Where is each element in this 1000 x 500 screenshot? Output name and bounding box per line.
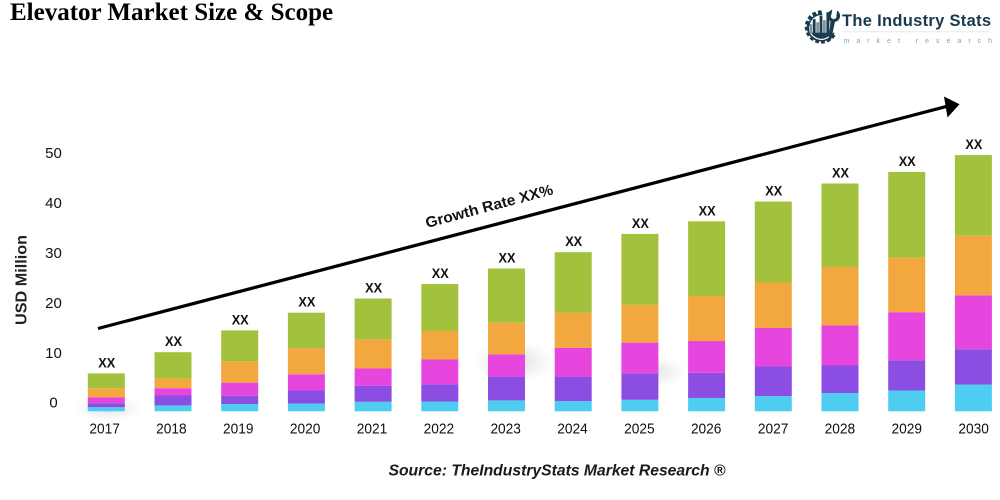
svg-text:XX: XX (699, 202, 717, 218)
svg-text:2019: 2019 (223, 421, 254, 438)
svg-text:Source: TheIndustryStats Marke: Source: TheIndustryStats Market Research… (389, 463, 726, 480)
svg-text:XX: XX (432, 265, 450, 281)
svg-text:50: 50 (45, 145, 62, 162)
svg-text:XX: XX (565, 233, 583, 249)
svg-text:USD Million: USD Million (14, 235, 31, 325)
svg-text:XX: XX (832, 165, 850, 181)
svg-text:2025: 2025 (624, 421, 655, 438)
svg-text:2022: 2022 (424, 421, 455, 438)
svg-text:XX: XX (365, 280, 383, 296)
svg-text:20: 20 (45, 295, 62, 312)
svg-text:10: 10 (45, 345, 62, 362)
svg-text:2030: 2030 (958, 421, 989, 438)
svg-text:2029: 2029 (892, 421, 923, 438)
svg-text:XX: XX (899, 153, 917, 169)
svg-text:XX: XX (165, 333, 183, 349)
svg-text:XX: XX (765, 183, 783, 199)
svg-text:Elevator Market Size & Scope: Elevator Market Size & Scope (10, 0, 333, 26)
svg-text:The Industry Stats: The Industry Stats (842, 12, 991, 30)
svg-text:XX: XX (98, 354, 116, 370)
svg-text:2027: 2027 (758, 421, 789, 438)
svg-text:2026: 2026 (691, 421, 722, 438)
svg-text:0: 0 (49, 395, 57, 412)
svg-text:2024: 2024 (557, 421, 588, 438)
svg-text:40: 40 (45, 195, 62, 212)
svg-text:2018: 2018 (156, 421, 187, 438)
svg-text:2023: 2023 (490, 421, 521, 438)
svg-text:2028: 2028 (825, 421, 856, 438)
svg-text:30: 30 (45, 245, 62, 262)
svg-text:XX: XX (232, 311, 250, 327)
svg-text:market research: market research (844, 38, 1000, 45)
svg-text:XX: XX (499, 250, 517, 266)
svg-text:2021: 2021 (357, 421, 388, 438)
svg-text:XX: XX (632, 215, 650, 231)
svg-text:XX: XX (298, 294, 316, 310)
svg-text:2020: 2020 (290, 421, 321, 438)
svg-text:XX: XX (965, 136, 983, 152)
svg-text:2017: 2017 (89, 421, 120, 438)
